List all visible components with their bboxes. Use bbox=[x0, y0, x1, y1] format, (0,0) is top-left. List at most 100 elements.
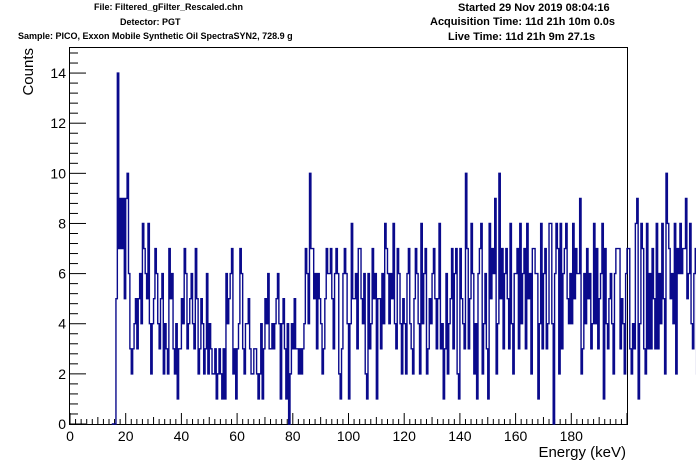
histogram-bin bbox=[608, 349, 609, 424]
x-axis: 0 20 40 60 80 100 120 140 160 180 bbox=[66, 413, 628, 444]
histogram-bin bbox=[571, 324, 572, 424]
histogram-bin bbox=[314, 299, 315, 424]
histogram-bin bbox=[431, 324, 432, 424]
histogram-bin bbox=[353, 299, 354, 424]
histogram-bin bbox=[208, 374, 209, 424]
y-tick-label: 4 bbox=[58, 316, 66, 332]
header-started: Started 29 Nov 2019 08:04:16 bbox=[458, 2, 610, 14]
histogram-bin bbox=[616, 249, 617, 424]
histogram-bin bbox=[151, 374, 152, 424]
histogram-bin bbox=[222, 399, 223, 424]
histogram-bin bbox=[645, 374, 646, 424]
histogram-bin bbox=[440, 349, 441, 424]
histogram-bin bbox=[251, 374, 252, 424]
histogram-bin bbox=[503, 349, 504, 424]
histogram-bin bbox=[212, 374, 213, 424]
histogram-bin bbox=[521, 324, 522, 424]
histogram-bin bbox=[518, 349, 519, 424]
histogram-bin bbox=[122, 249, 123, 424]
histogram-bin bbox=[464, 349, 465, 424]
histogram-bin bbox=[591, 349, 592, 424]
histogram-bin bbox=[660, 324, 661, 424]
histogram-bin bbox=[559, 374, 560, 424]
histogram-bin bbox=[474, 374, 475, 424]
histogram-bin bbox=[422, 324, 423, 424]
histogram-bin bbox=[525, 349, 526, 424]
histogram-bin bbox=[271, 349, 272, 424]
histogram-bin bbox=[631, 374, 632, 424]
histogram-bin bbox=[683, 249, 684, 424]
histogram-bin bbox=[357, 349, 358, 424]
histogram-bin bbox=[531, 374, 532, 424]
header-acquisition-time: Acquisition Time: 11d 21h 10m 0.0s bbox=[430, 16, 616, 28]
histogram-bin bbox=[369, 349, 370, 424]
histogram-bin bbox=[670, 299, 671, 424]
histogram-bin bbox=[420, 374, 421, 424]
histogram-bin bbox=[177, 399, 178, 424]
histogram-bin bbox=[333, 349, 334, 424]
histogram-bin bbox=[131, 374, 132, 424]
histogram-bin bbox=[329, 274, 330, 424]
histogram-bin bbox=[322, 374, 323, 424]
histogram-bin bbox=[167, 374, 168, 424]
histogram-bin bbox=[213, 374, 214, 424]
histogram-bin bbox=[401, 374, 402, 424]
histogram-bin bbox=[598, 349, 599, 424]
histogram-bin bbox=[468, 349, 469, 424]
histogram-bin bbox=[491, 299, 492, 424]
histogram-bin bbox=[482, 374, 483, 424]
histogram-series bbox=[111, 72, 696, 425]
histogram-bin bbox=[174, 374, 175, 424]
histogram-bin bbox=[301, 374, 302, 424]
histogram-bin bbox=[227, 324, 228, 424]
histogram-bin bbox=[620, 349, 621, 424]
y-tick-label: 2 bbox=[58, 366, 66, 382]
histogram-bin bbox=[574, 299, 575, 424]
x-tick-label: 80 bbox=[285, 428, 301, 444]
histogram-bin bbox=[665, 374, 666, 424]
histogram-bin bbox=[180, 349, 181, 424]
histogram-bin bbox=[479, 249, 480, 424]
histogram-bin bbox=[296, 349, 297, 424]
histogram-bin bbox=[595, 324, 596, 424]
histogram-bin bbox=[252, 374, 253, 424]
x-tick-label: 180 bbox=[560, 428, 584, 444]
histogram-bin bbox=[687, 299, 688, 424]
histogram-bin bbox=[513, 374, 514, 424]
y-tick-label: 0 bbox=[58, 416, 66, 432]
histogram-bin bbox=[119, 249, 120, 424]
histogram-bin bbox=[667, 223, 668, 424]
histogram-bin bbox=[204, 374, 205, 424]
histogram-bin bbox=[244, 374, 245, 424]
histogram-bin bbox=[577, 274, 578, 424]
histogram-bin bbox=[676, 374, 677, 424]
histogram-bin bbox=[493, 274, 494, 424]
histogram-bin bbox=[453, 349, 454, 424]
histogram-bin bbox=[141, 324, 142, 424]
histogram-bin bbox=[413, 374, 414, 424]
histogram-bin bbox=[406, 374, 407, 424]
histogram-bin bbox=[516, 274, 517, 424]
histogram-bin bbox=[233, 374, 234, 424]
histogram-bin bbox=[562, 349, 563, 424]
histogram-bin bbox=[308, 324, 309, 424]
histogram-bin bbox=[147, 299, 148, 424]
histogram-bin bbox=[144, 249, 145, 424]
histogram-bin bbox=[634, 349, 635, 424]
y-tick-label: 12 bbox=[50, 115, 66, 131]
header-detector: Detector: PGT bbox=[120, 17, 181, 27]
histogram-bin bbox=[159, 349, 160, 424]
histogram-bin bbox=[187, 349, 188, 424]
header-file: File: Filtered_gFilter_Rescaled.chn bbox=[94, 2, 244, 12]
histogram-bin bbox=[262, 399, 263, 424]
histogram-bin bbox=[588, 299, 589, 424]
y-axis: 0 2 4 6 8 10 12 14 bbox=[50, 52, 86, 432]
histogram-bin bbox=[170, 299, 171, 424]
histogram-bin bbox=[426, 374, 427, 424]
histogram-bin bbox=[535, 274, 536, 424]
y-tick-label: 8 bbox=[58, 215, 66, 231]
x-tick-label: 20 bbox=[118, 428, 134, 444]
histogram-bin bbox=[269, 349, 270, 424]
histogram-bin bbox=[679, 274, 680, 424]
